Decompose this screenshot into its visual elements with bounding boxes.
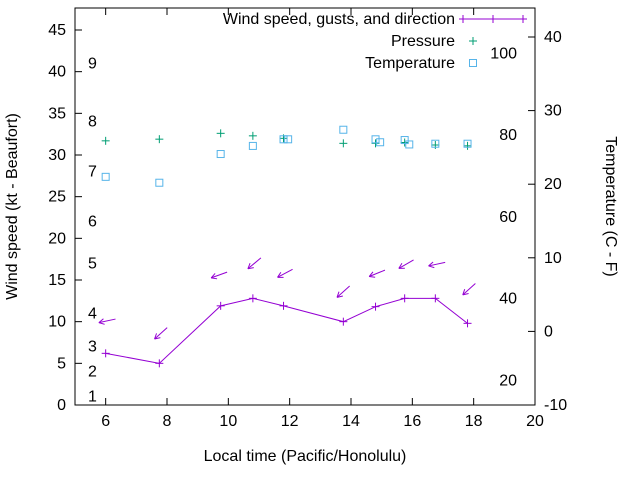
wind-direction-arrow bbox=[154, 327, 168, 340]
wind-speed-line bbox=[105, 297, 468, 364]
x-tick-label: 20 bbox=[526, 413, 544, 430]
wind-direction-arrow-head bbox=[154, 333, 158, 340]
wind-direction-arrow-head bbox=[368, 271, 374, 277]
celsius-tick-label: 10 bbox=[544, 250, 562, 267]
wind-direction-arrow-head bbox=[369, 276, 376, 278]
wind-direction-arrow-head bbox=[98, 322, 105, 325]
wind-direction-arrow-head bbox=[336, 295, 343, 298]
fahrenheit-label: 40 bbox=[499, 291, 517, 308]
wind-direction-arrow-head bbox=[398, 263, 403, 269]
fahrenheit-label: 20 bbox=[499, 372, 517, 389]
x-tick-label: 12 bbox=[281, 413, 299, 430]
temperature-point bbox=[284, 135, 293, 144]
kt-tick-label: 20 bbox=[48, 230, 66, 247]
beaufort-label: 6 bbox=[88, 214, 97, 231]
wind-direction-arrow bbox=[247, 257, 262, 270]
wind-direction-arrow-head bbox=[462, 292, 469, 296]
beaufort-label: 9 bbox=[88, 55, 97, 72]
fahrenheit-label: 100 bbox=[490, 45, 517, 62]
beaufort-label: 7 bbox=[88, 164, 97, 181]
legend-label-wind: Wind speed, gusts, and direction bbox=[223, 11, 455, 28]
wind-direction-arrow-head bbox=[247, 263, 251, 269]
wind-direction-arrow-head bbox=[211, 277, 218, 280]
beaufort-label: 8 bbox=[88, 114, 97, 131]
wind-direction-arrow-head bbox=[462, 289, 466, 296]
wind-direction-arrow-head bbox=[154, 337, 161, 340]
wind-direction-arrow bbox=[336, 285, 350, 298]
fahrenheit-label: 80 bbox=[499, 127, 517, 144]
kt-tick-label: 30 bbox=[48, 147, 66, 164]
wind-direction-arrow bbox=[98, 318, 116, 324]
celsius-tick-label: 30 bbox=[544, 103, 562, 120]
legend-label-temperature: Temperature bbox=[365, 55, 455, 72]
temperature-point bbox=[216, 150, 225, 159]
legend-label-pressure: Pressure bbox=[391, 33, 455, 50]
beaufort-label: 2 bbox=[88, 364, 97, 381]
temperature-point bbox=[400, 136, 409, 145]
fahrenheit-label: 60 bbox=[499, 209, 517, 226]
temperature-point bbox=[405, 140, 414, 149]
x-tick-label: 14 bbox=[342, 413, 360, 430]
temperature-point bbox=[376, 138, 385, 147]
plot-border bbox=[74, 7, 536, 406]
wind-direction-arrow-head bbox=[428, 265, 435, 269]
x-axis-title: Local time (Pacific/Honolulu) bbox=[204, 448, 407, 465]
wind-direction-arrow-head bbox=[277, 272, 282, 278]
temperature-point bbox=[248, 141, 257, 150]
wind-direction-arrow-head bbox=[247, 267, 254, 270]
kt-tick-label: 15 bbox=[48, 272, 66, 289]
y-right-axis-title: Temperature (C - F) bbox=[602, 136, 619, 276]
beaufort-label: 5 bbox=[88, 255, 97, 272]
beaufort-label: 4 bbox=[88, 305, 97, 322]
temperature-point bbox=[339, 125, 348, 134]
temperature-point bbox=[279, 135, 288, 144]
wind-direction-arrow bbox=[210, 271, 228, 279]
kt-tick-label: 5 bbox=[57, 355, 66, 372]
y-left-axis-title: Wind speed (kt - Beaufort) bbox=[4, 113, 21, 300]
wind-direction-arrow-head bbox=[98, 318, 104, 323]
temperature-point bbox=[431, 139, 440, 148]
wind-direction-arrow bbox=[368, 269, 386, 277]
kt-tick-label: 0 bbox=[57, 397, 66, 414]
x-tick-label: 10 bbox=[219, 413, 237, 430]
wind-direction-arrow bbox=[277, 268, 293, 278]
x-tick-label: 18 bbox=[465, 413, 483, 430]
temperature-point bbox=[155, 178, 164, 187]
celsius-tick-label: 0 bbox=[544, 323, 553, 340]
wind-direction-arrow-head bbox=[210, 273, 216, 279]
wind-direction-arrow bbox=[428, 261, 446, 267]
kt-tick-label: 10 bbox=[48, 314, 66, 331]
celsius-tick-label: 20 bbox=[544, 176, 562, 193]
beaufort-label: 3 bbox=[88, 339, 97, 356]
wind-direction-arrow-head bbox=[428, 261, 434, 267]
kt-tick-label: 40 bbox=[48, 64, 66, 81]
kt-tick-label: 45 bbox=[48, 22, 66, 39]
temperature-point bbox=[101, 172, 110, 181]
kt-tick-label: 35 bbox=[48, 105, 66, 122]
temperature-point bbox=[371, 135, 380, 144]
beaufort-label: 1 bbox=[88, 389, 97, 406]
x-tick-label: 8 bbox=[163, 413, 172, 430]
legend-sample-temperature-marker bbox=[469, 59, 477, 67]
wind-direction-arrow bbox=[398, 259, 414, 269]
temperature-point bbox=[463, 139, 472, 148]
kt-tick-label: 25 bbox=[48, 189, 66, 206]
wind-direction-arrow-head bbox=[336, 291, 340, 298]
celsius-tick-label: 40 bbox=[544, 29, 562, 46]
wind-direction-arrow bbox=[462, 283, 476, 296]
celsius-tick-label: -10 bbox=[544, 397, 567, 414]
x-tick-label: 16 bbox=[403, 413, 421, 430]
x-tick-label: 6 bbox=[101, 413, 110, 430]
